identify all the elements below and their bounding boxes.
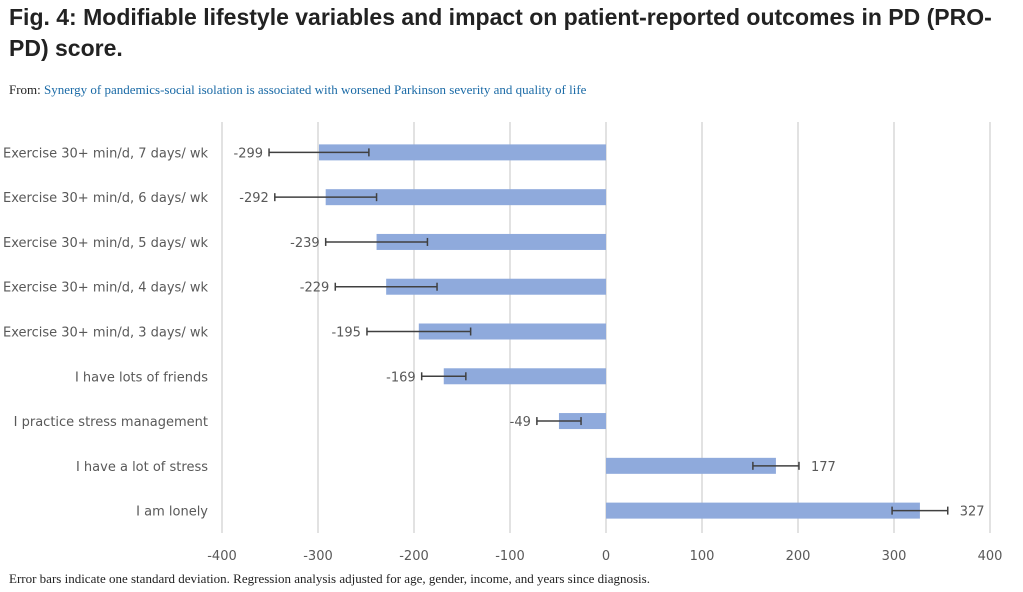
x-tick-label: 200: [786, 549, 811, 564]
category-label: Exercise 30+ min/d, 3 days/ wk: [3, 326, 208, 341]
data-label: -49: [510, 415, 531, 430]
data-label: 177: [811, 460, 836, 475]
source-article-link[interactable]: Synergy of pandemics-social isolation is…: [44, 82, 587, 97]
bar-chart: Exercise 30+ min/d, 7 days/ wk Exercise 3…: [3, 122, 1002, 564]
x-tick-label: -100: [495, 549, 525, 564]
bar: [606, 502, 920, 519]
category-label: Exercise 30+ min/d, 5 days/ wk: [3, 236, 208, 251]
data-label: -195: [331, 326, 361, 341]
category-label: I am lonely: [136, 505, 208, 520]
bar: [318, 144, 606, 161]
data-label: -292: [239, 191, 269, 206]
data-label: -229: [300, 281, 330, 296]
x-tick-label: 0: [602, 549, 610, 564]
bar: [418, 323, 606, 340]
data-label: -299: [234, 146, 264, 161]
bar: [386, 278, 606, 295]
bars: [318, 144, 920, 519]
x-tick-label: 100: [690, 549, 715, 564]
bar: [325, 189, 606, 206]
x-tick-label: -200: [399, 549, 429, 564]
figure-caption: Error bars indicate one standard deviati…: [9, 571, 650, 586]
data-label: -239: [290, 236, 320, 251]
bar: [376, 233, 606, 250]
x-tick-label: 400: [978, 549, 1003, 564]
error-bars: [268, 148, 949, 515]
x-tick-label: -400: [207, 549, 237, 564]
category-label: Exercise 30+ min/d, 7 days/ wk: [3, 146, 208, 161]
category-label: I practice stress management: [14, 415, 208, 430]
source-label: From:: [9, 82, 45, 97]
category-label: Exercise 30+ min/d, 6 days/ wk: [3, 191, 208, 206]
category-label: I have a lot of stress: [76, 460, 208, 475]
data-labels: -299 -292 -239 -229 -195 -169 -49 177 327: [234, 146, 985, 519]
data-label: 327: [960, 505, 985, 520]
x-tick-labels: -400 -300 -200 -100 0 100 200 300 400: [207, 549, 1002, 564]
figure-title: Fig. 4: Modifiable lifestyle variables a…: [9, 4, 992, 61]
source-line: From: Synergy of pandemics-social isolat…: [9, 82, 586, 98]
x-tick-label: -300: [303, 549, 333, 564]
data-label: -169: [386, 370, 416, 385]
category-label: Exercise 30+ min/d, 4 days/ wk: [3, 281, 208, 296]
category-labels: Exercise 30+ min/d, 7 days/ wk Exercise 3…: [3, 146, 208, 519]
bar: [558, 413, 606, 430]
category-label: I have lots of friends: [75, 370, 208, 385]
bar: [443, 368, 606, 385]
x-tick-label: 300: [882, 549, 907, 564]
bar: [606, 457, 776, 474]
